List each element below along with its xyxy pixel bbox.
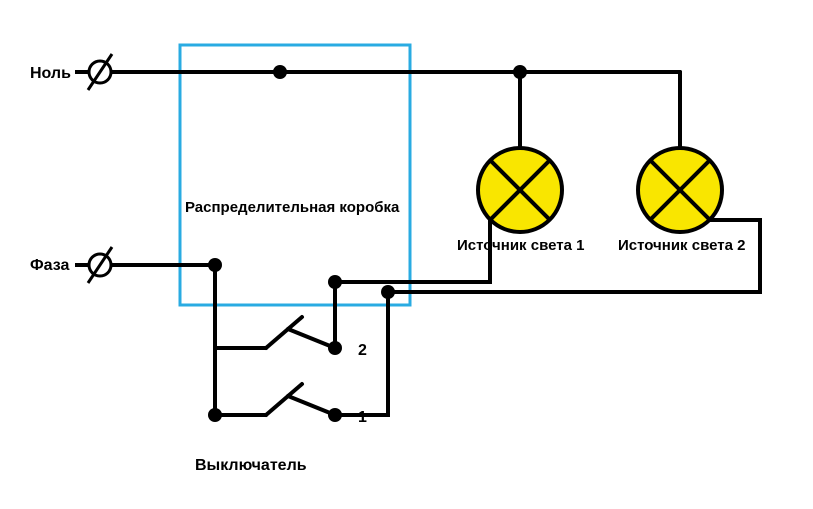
- label-switch-contact-1: 1: [358, 409, 367, 426]
- label-phase: Фаза: [30, 257, 69, 274]
- node-n_sw_out1: [381, 285, 395, 299]
- lamp-2-icon: [638, 148, 722, 232]
- node-n_sw_out2: [328, 275, 342, 289]
- node-n_phase_jb: [208, 258, 222, 272]
- label-lamp-2: Источник света 2: [618, 237, 745, 254]
- label-switch: Выключатель: [195, 457, 307, 474]
- node-n_top_jb: [273, 65, 287, 79]
- label-junction-box: Распределительная коробка: [185, 199, 400, 216]
- canvas-background: [0, 0, 813, 509]
- label-neutral: Ноль: [30, 65, 71, 82]
- label-switch-contact-2: 2: [358, 342, 367, 359]
- node-n_sw2_dot: [328, 341, 342, 355]
- label-lamp-1: Источник света 1: [457, 237, 584, 254]
- node-n_top_l1: [513, 65, 527, 79]
- node-n_sw1_dot: [328, 408, 342, 422]
- lamp-1-icon: [478, 148, 562, 232]
- node-n_sw_in: [208, 408, 222, 422]
